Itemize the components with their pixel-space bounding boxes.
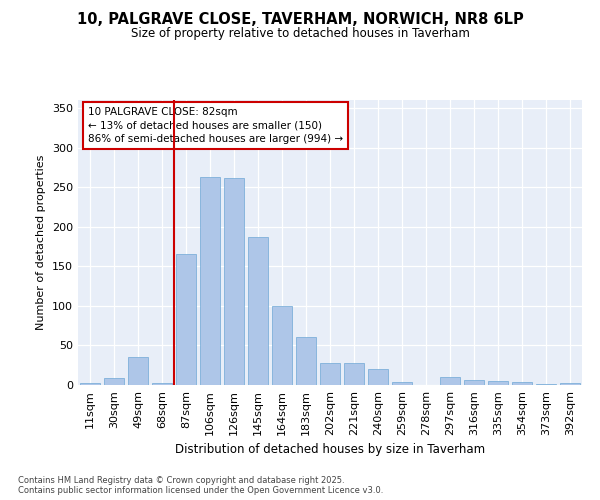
X-axis label: Distribution of detached houses by size in Taverham: Distribution of detached houses by size …: [175, 444, 485, 456]
Bar: [536, 384, 556, 385]
Bar: [152, 384, 172, 385]
Bar: [464, 380, 484, 385]
Bar: [248, 237, 268, 385]
Text: 10, PALGRAVE CLOSE, TAVERHAM, NORWICH, NR8 6LP: 10, PALGRAVE CLOSE, TAVERHAM, NORWICH, N…: [77, 12, 523, 28]
Y-axis label: Number of detached properties: Number of detached properties: [37, 155, 46, 330]
Bar: [560, 382, 580, 385]
Bar: [176, 254, 196, 385]
Bar: [392, 382, 412, 385]
Bar: [224, 178, 244, 385]
Bar: [272, 306, 292, 385]
Bar: [440, 377, 460, 385]
Bar: [488, 381, 508, 385]
Bar: [200, 177, 220, 385]
Bar: [104, 378, 124, 385]
Text: Contains HM Land Registry data © Crown copyright and database right 2025.
Contai: Contains HM Land Registry data © Crown c…: [18, 476, 383, 495]
Bar: [368, 369, 388, 385]
Bar: [128, 358, 148, 385]
Bar: [296, 336, 316, 385]
Bar: [512, 382, 532, 385]
Bar: [80, 384, 100, 385]
Bar: [344, 363, 364, 385]
Text: Size of property relative to detached houses in Taverham: Size of property relative to detached ho…: [131, 28, 469, 40]
Bar: [320, 363, 340, 385]
Text: 10 PALGRAVE CLOSE: 82sqm
← 13% of detached houses are smaller (150)
86% of semi-: 10 PALGRAVE CLOSE: 82sqm ← 13% of detach…: [88, 107, 343, 144]
